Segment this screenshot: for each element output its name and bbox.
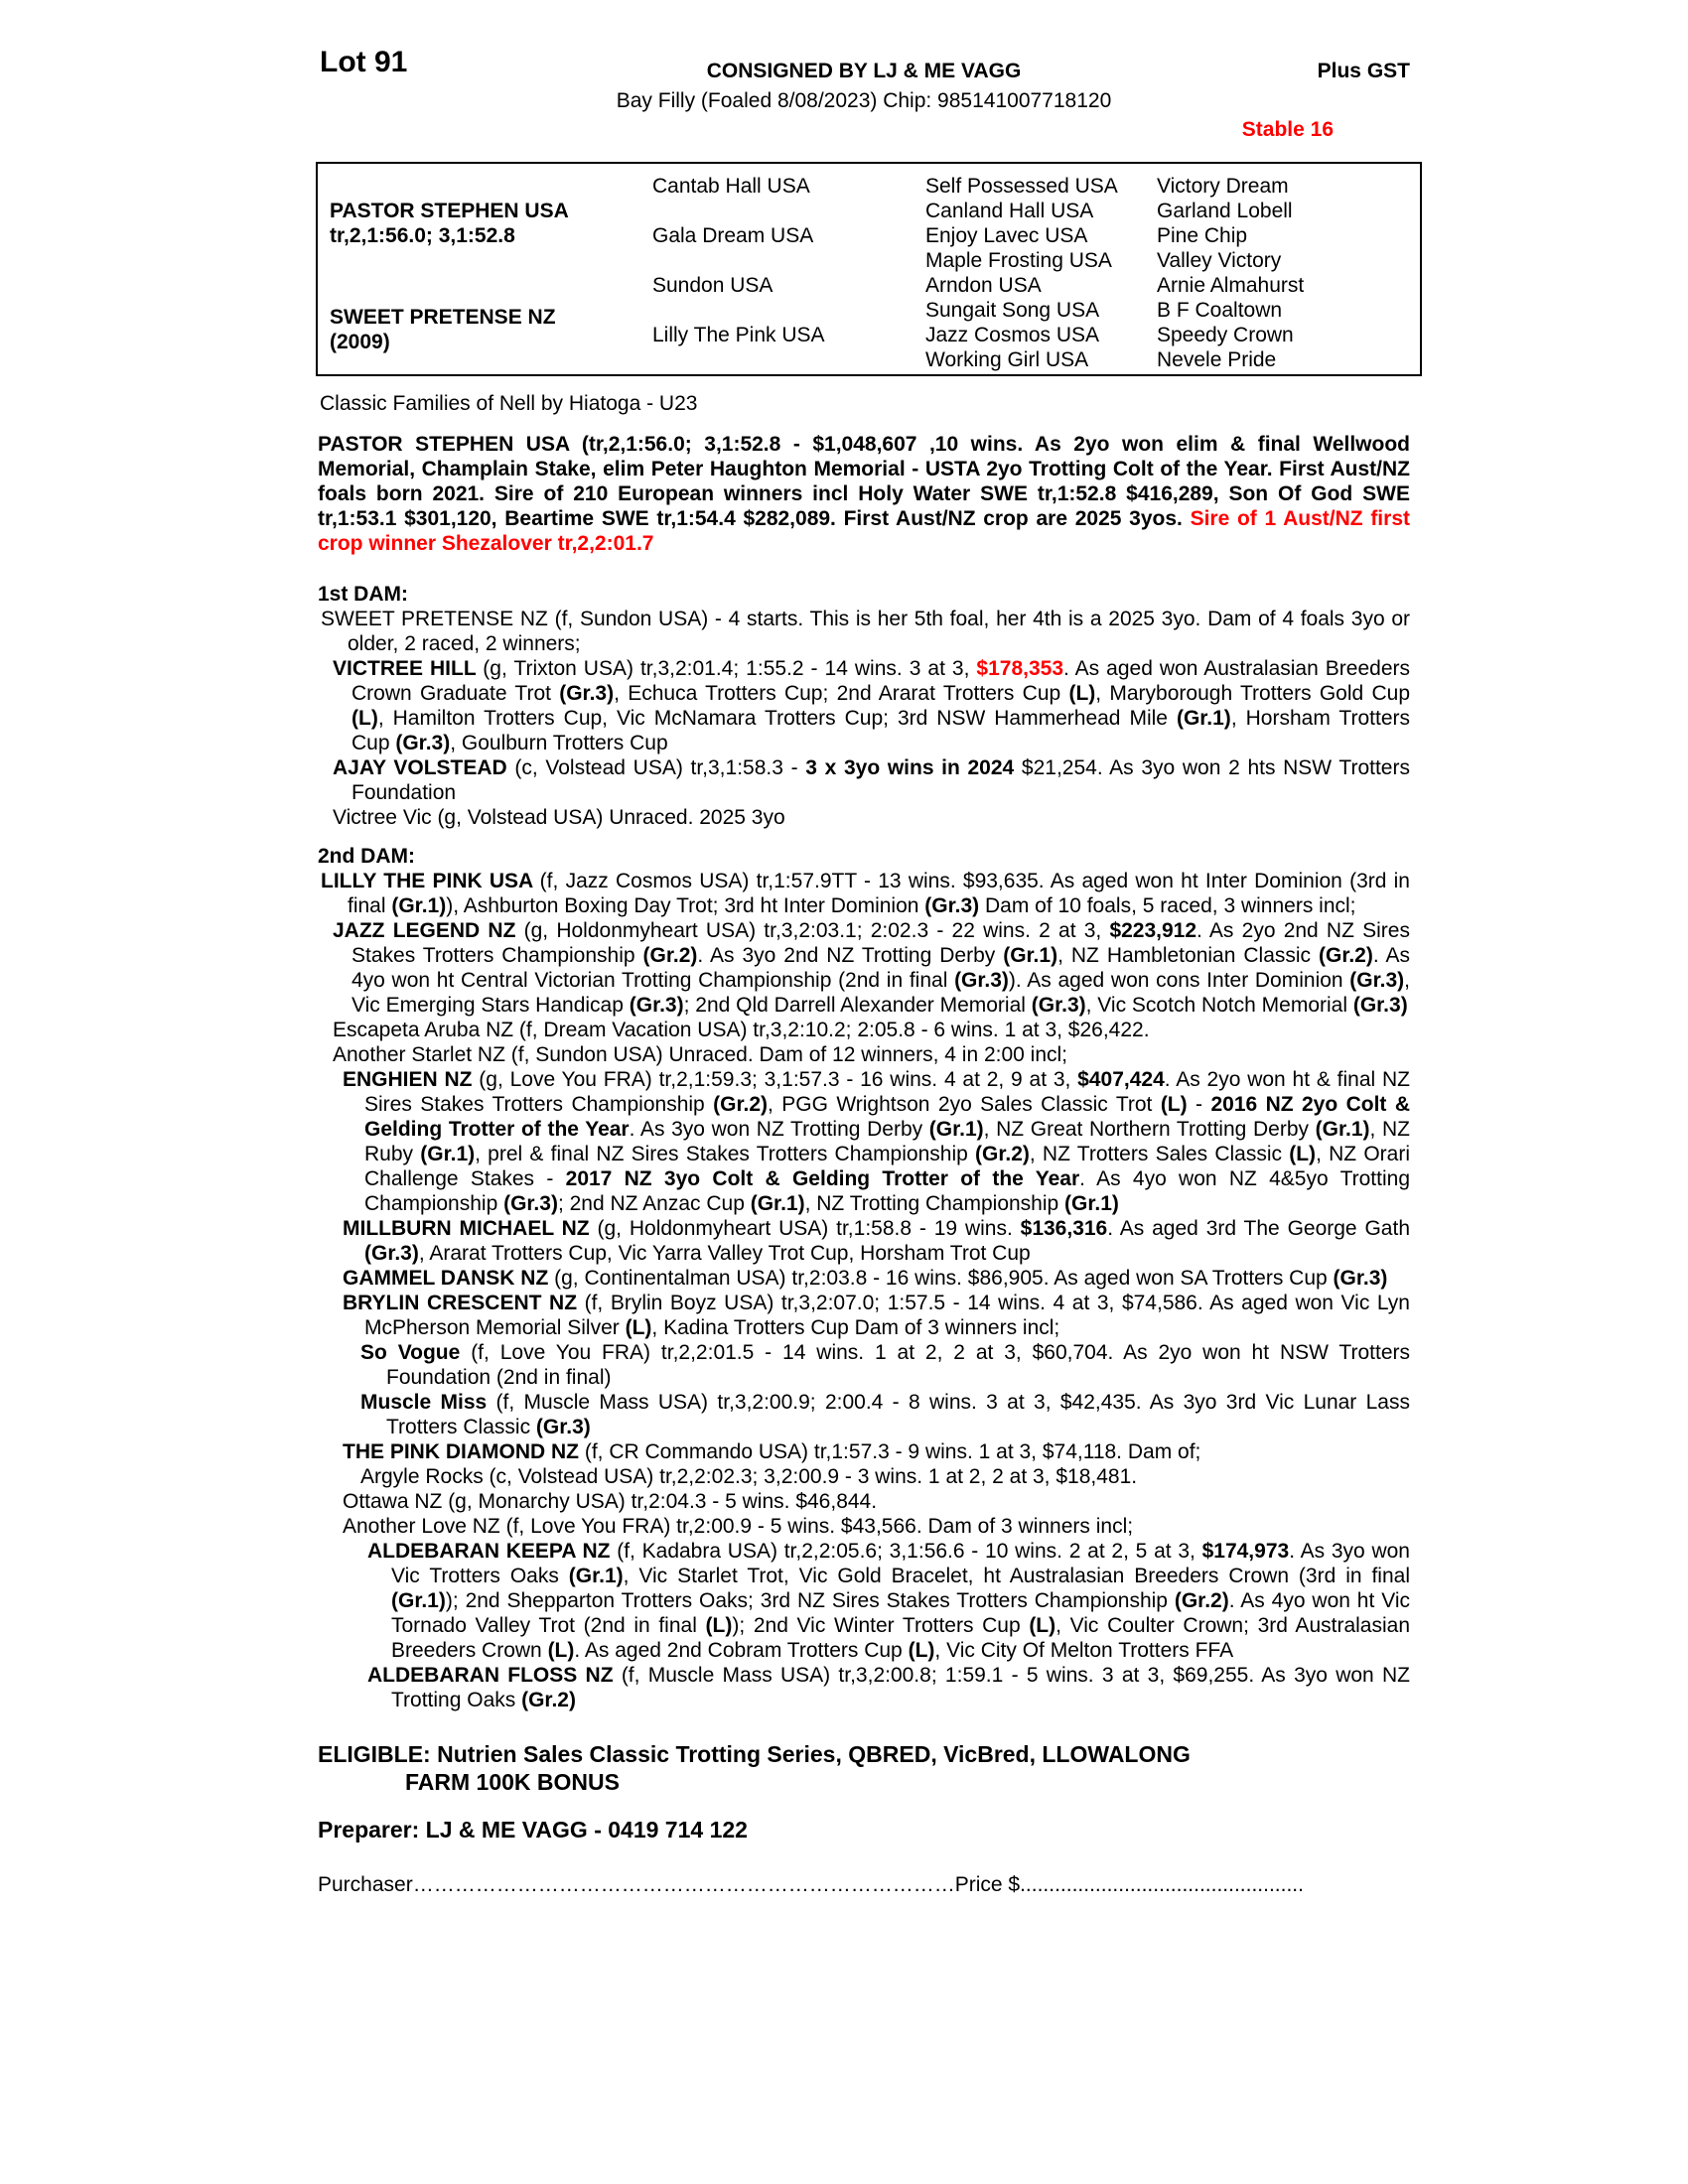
pedigree-entry: Another Love NZ (f, Love You FRA) tr,2:0… — [343, 1515, 1134, 1538]
ancestor-name: Garland Lobell — [1157, 200, 1293, 222]
sire-block: PASTOR STEPHEN USA tr,2,1:56.0; 3,1:52.8 — [330, 199, 569, 248]
purchaser-dots: …………………………………………………………………… — [412, 1873, 955, 1896]
pedigree-col-grandparents: Cantab Hall USA Gala Dream USA Sundon USA L… — [652, 174, 925, 374]
pedigree-entry: Argyle Rocks (c, Volstead USA) tr,2,2:02… — [360, 1465, 1138, 1488]
preparer-line: Preparer: LJ & ME VAGG - 0419 714 122 — [318, 1817, 748, 1843]
pedigree-entry: Ottawa NZ (g, Monarchy USA) tr,2:04.3 - … — [343, 1490, 878, 1513]
pedigree-entry: Another Starlet NZ (f, Sundon USA) Unrac… — [333, 1043, 1068, 1066]
pedigree-entry: THE PINK DIAMOND NZ (f, CR Commando USA)… — [343, 1440, 1201, 1463]
pedigree-entry: SWEET PRETENSE NZ (f, Sundon USA) - 4 st… — [321, 608, 1410, 655]
ancestor-name: Pine Chip — [1157, 224, 1248, 247]
ancestor-name: Jazz Cosmos USA — [925, 324, 1100, 346]
pedigree-entry: Victree Vic (g, Volstead USA) Unraced. 2… — [333, 806, 785, 829]
pedigree-entry: AJAY VOLSTEAD (c, Volstead USA) tr,3,1:5… — [333, 756, 1410, 804]
pedigree-entry: JAZZ LEGEND NZ (g, Holdonmyheart USA) tr… — [333, 919, 1411, 1017]
ancestor-name: Lilly The Pink USA — [652, 324, 825, 346]
purchaser-line: Purchaser……………………………………………………………………Price… — [318, 1872, 1410, 1897]
ancestor-name: Nevele Pride — [1157, 348, 1277, 371]
pedigree-entry: VICTREE HILL (g, Trixton USA) tr,3,2:01.… — [333, 657, 1410, 754]
pedigree-table: PASTOR STEPHEN USA tr,2,1:56.0; 3,1:52.8… — [316, 162, 1422, 376]
sire-record: tr,2,1:56.0; 3,1:52.8 — [330, 224, 515, 247]
pedigree-entry: GAMMEL DANSK NZ (g, Continentalman USA) … — [343, 1267, 1388, 1290]
price-label: Price $ — [954, 1873, 1021, 1896]
ancestor-name: Enjoy Lavec USA — [925, 224, 1088, 247]
eligibility-line1: ELIGIBLE: Nutrien Sales Classic Trotting… — [318, 1741, 1191, 1767]
first-dam-heading: 1st DAM: — [318, 583, 409, 606]
purchaser-label: Purchaser — [318, 1873, 413, 1896]
price-dots: ........................................… — [1020, 1873, 1304, 1896]
stable-badge: Stable 16 — [1241, 118, 1334, 141]
dam-block: SWEET PRETENSE NZ (2009) — [330, 305, 556, 354]
ancestor-name: B F Coaltown — [1157, 299, 1283, 322]
pedigree-col-greatgrandparents: Self Possessed USA Canland Hall USA Enjoy … — [925, 174, 1157, 374]
sire-name: PASTOR STEPHEN USA — [330, 200, 569, 222]
ancestor-name: Speedy Crown — [1157, 324, 1294, 346]
ancestor-name: Gala Dream USA — [652, 224, 814, 247]
pedigree-entry: Muscle Miss (f, Muscle Mass USA) tr,3,2:… — [360, 1391, 1410, 1438]
pedigree-entry: BRYLIN CRESCENT NZ (f, Brylin Boyz USA) … — [343, 1292, 1410, 1339]
pedigree-col-parents: PASTOR STEPHEN USA tr,2,1:56.0; 3,1:52.8… — [330, 174, 652, 374]
ancestor-name: Self Possessed USA — [925, 175, 1118, 198]
ancestor-name: Arnie Almahurst — [1157, 274, 1305, 297]
pedigree-entry: LILLY THE PINK USA (f, Jazz Cosmos USA) … — [321, 870, 1410, 917]
pedigree-entry: ENGHIEN NZ (g, Love You FRA) tr,2,1:59.3… — [343, 1068, 1411, 1215]
ancestor-name: Sundon USA — [652, 274, 774, 297]
dam-year: (2009) — [330, 331, 390, 353]
lot-number: Lot 91 — [320, 46, 408, 78]
eligibility-note: ELIGIBLE: Nutrien Sales Classic Trotting… — [318, 1740, 1410, 1796]
second-dam-heading: 2nd DAM: — [318, 845, 415, 868]
catalog-body: Classic Families of Nell by Hiatoga - U2… — [318, 391, 1410, 1897]
ancestor-name: Maple Frosting USA — [925, 249, 1112, 272]
plus-gst-label: Plus GST — [1317, 60, 1410, 82]
pedigree-entry: So Vogue (f, Love You FRA) tr,2,2:01.5 -… — [360, 1341, 1410, 1389]
foal-info-line: Bay Filly (Foaled 8/08/2023) Chip: 98514… — [616, 89, 1112, 112]
ancestor-name: Valley Victory — [1157, 249, 1282, 272]
eligibility-line2: FARM 100K BONUS — [405, 1769, 620, 1795]
first-dam-section: SWEET PRETENSE NZ (f, Sundon USA) - 4 st… — [318, 607, 1410, 830]
ancestor-name: Cantab Hall USA — [652, 175, 810, 198]
ancestor-name: Sungait Song USA — [925, 299, 1100, 322]
family-classification: Classic Families of Nell by Hiatoga - U2… — [320, 392, 698, 415]
pedigree-entry: ALDEBARAN FLOSS NZ (f, Muscle Mass USA) … — [367, 1664, 1410, 1711]
ancestor-name: Victory Dream — [1157, 175, 1289, 198]
pedigree-entry: MILLBURN MICHAEL NZ (g, Holdonmyheart US… — [343, 1217, 1410, 1265]
sire-description: PASTOR STEPHEN USA (tr,2,1:56.0; 3,1:52.… — [318, 433, 1410, 555]
ancestor-name: Working Girl USA — [925, 348, 1089, 371]
pedigree-col-greatgreatgrandparents: Victory Dream Garland Lobell Pine Chip Vall… — [1157, 174, 1420, 374]
pedigree-entry: Escapeta Aruba NZ (f, Dream Vacation USA… — [333, 1019, 1150, 1041]
dam-name: SWEET PRETENSE NZ — [330, 306, 556, 329]
second-dam-section: LILLY THE PINK USA (f, Jazz Cosmos USA) … — [318, 869, 1410, 1712]
pedigree-entry: ALDEBARAN KEEPA NZ (f, Kadabra USA) tr,2… — [367, 1540, 1410, 1662]
consignor-line: CONSIGNED BY LJ & ME VAGG — [706, 60, 1022, 82]
ancestor-name: Arndon USA — [925, 274, 1042, 297]
ancestor-name: Canland Hall USA — [925, 200, 1094, 222]
